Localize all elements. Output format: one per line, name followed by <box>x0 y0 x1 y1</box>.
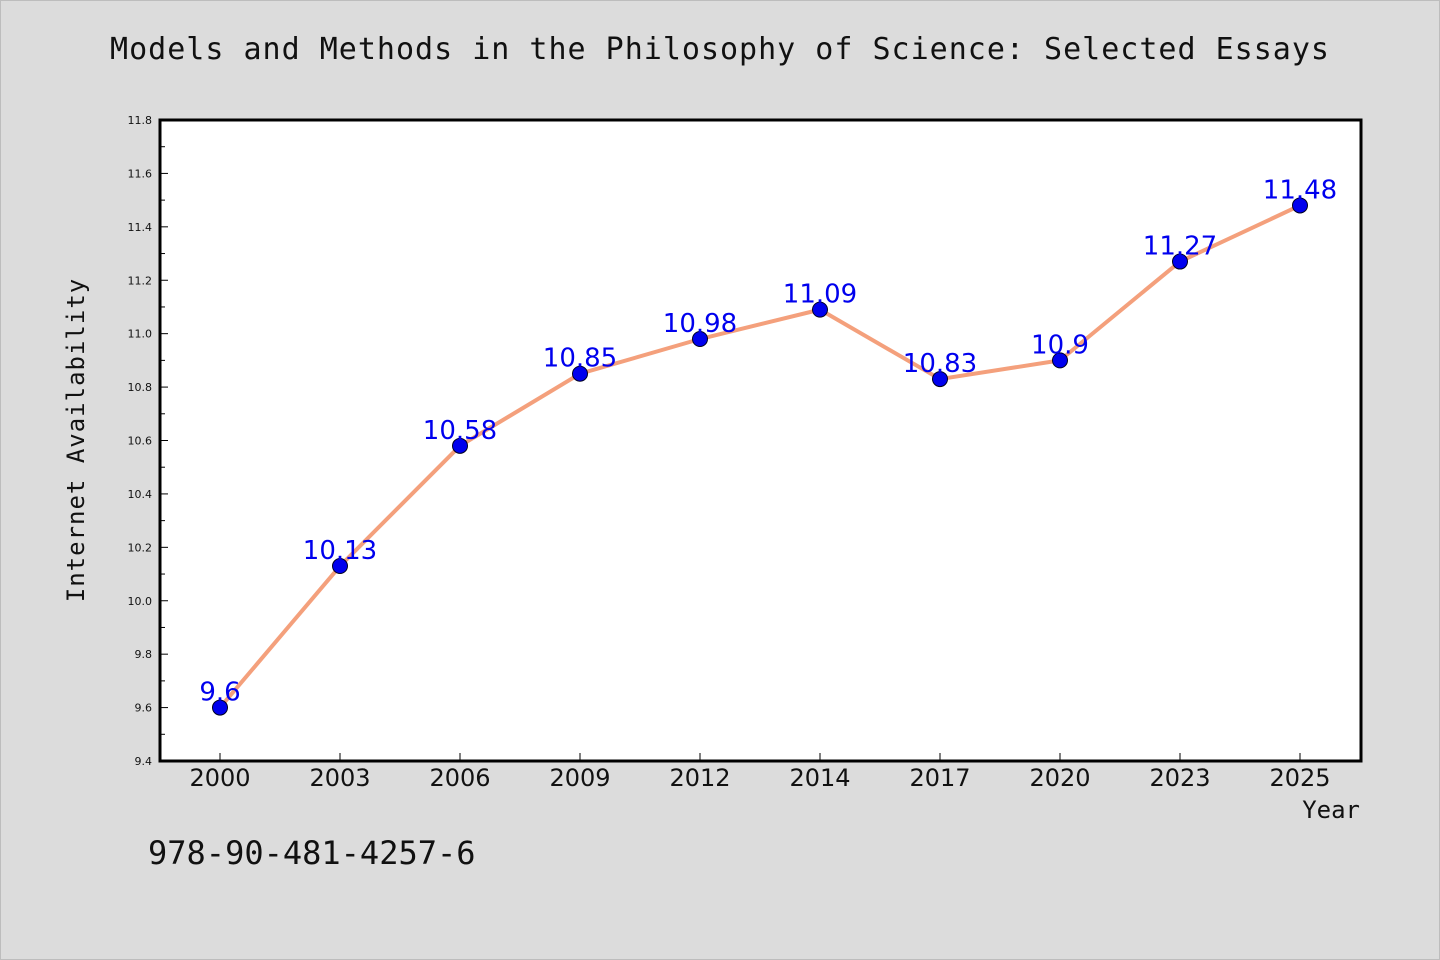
x-tick-label: 2009 <box>549 764 610 792</box>
x-tick-label: 2020 <box>1029 764 1090 792</box>
data-label: 10.13 <box>303 536 377 566</box>
data-label: 10.98 <box>663 309 737 339</box>
data-label: 11.09 <box>783 280 857 310</box>
y-tick-label: 11.4 <box>128 221 153 234</box>
data-label: 10.85 <box>543 344 617 374</box>
plot-area <box>158 118 1363 763</box>
x-tick-label: 2025 <box>1269 764 1330 792</box>
series-line <box>218 203 1301 709</box>
y-tick-label: 11.6 <box>128 167 153 180</box>
data-label: 9.6 <box>199 678 240 708</box>
x-axis-label: Year <box>1302 796 1360 824</box>
isbn-text: 978-90-481-4257-6 <box>148 834 476 872</box>
y-tick-label: 11.0 <box>128 328 153 341</box>
y-tick-label: 10.2 <box>128 541 153 554</box>
data-point <box>572 365 588 382</box>
x-tick-label: 2023 <box>1149 764 1210 792</box>
y-tick-label: 10.8 <box>128 381 153 394</box>
y-tick-label: 10.0 <box>128 595 153 608</box>
data-point <box>812 301 828 318</box>
data-point <box>1292 197 1308 214</box>
x-tick-label: 2000 <box>189 764 250 792</box>
y-tick-label: 9.8 <box>135 648 153 661</box>
data-point <box>1172 253 1188 270</box>
x-tick-label: 2012 <box>669 764 730 792</box>
data-point <box>332 558 348 575</box>
data-point <box>692 331 708 348</box>
data-point <box>212 699 228 716</box>
x-tick-label: 2006 <box>429 764 490 792</box>
data-point <box>452 437 468 454</box>
data-label: 10.58 <box>423 416 497 446</box>
y-tick-label: 11.2 <box>128 274 153 287</box>
y-tick-label: 10.4 <box>128 488 153 501</box>
y-tick-label: 9.4 <box>135 755 153 768</box>
chart-title: Models and Methods in the Philosophy of … <box>110 32 1330 67</box>
y-tick-label: 10.6 <box>128 435 153 448</box>
y-tick-label: 11.8 <box>128 114 153 127</box>
x-tick-label: 2017 <box>909 764 970 792</box>
data-label: 11.27 <box>1143 232 1217 262</box>
data-point <box>932 371 948 388</box>
y-tick-label: 9.6 <box>135 702 153 715</box>
x-tick-label: 2014 <box>789 764 850 792</box>
x-tick-label: 2003 <box>309 764 370 792</box>
data-label: 10.9 <box>1031 330 1089 360</box>
data-label: 11.48 <box>1263 175 1337 205</box>
data-point <box>1052 352 1068 369</box>
data-label: 10.83 <box>903 349 977 379</box>
